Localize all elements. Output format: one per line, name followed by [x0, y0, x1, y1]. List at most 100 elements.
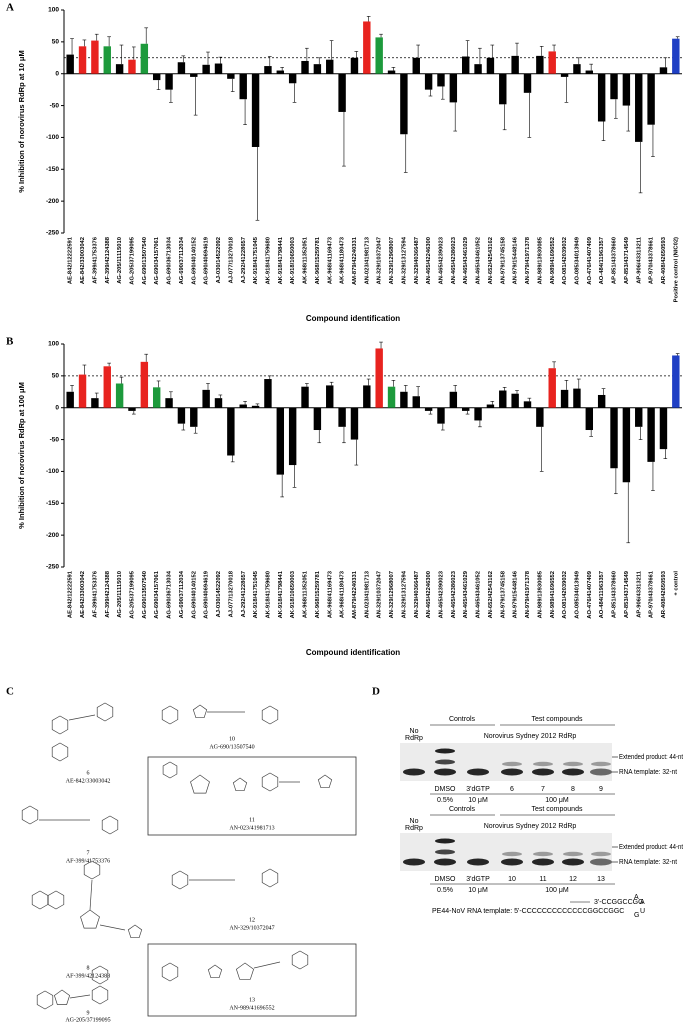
band	[563, 851, 583, 857]
header: Test compounds	[532, 806, 583, 813]
y-tick-label: -250	[46, 564, 59, 571]
lane-label: DMSO	[435, 786, 457, 793]
header: Test compounds	[532, 716, 583, 723]
box	[147, 756, 357, 836]
gel	[400, 743, 612, 781]
bar	[523, 401, 532, 408]
bar	[511, 55, 519, 74]
panel-c: C 6 AE-842/33003042 7 AF-399/41753376 8 …	[6, 686, 357, 1023]
x-tick-label: AG-690/13507540	[142, 237, 148, 285]
bar	[326, 59, 334, 74]
bar	[288, 407, 297, 466]
x-tick-label: AG-690/13507540	[142, 571, 148, 619]
bar	[264, 379, 272, 408]
bar	[276, 407, 285, 475]
bar	[375, 348, 383, 408]
y-axis-label: % Inhibition of norovirus RdRp at 10 μM	[17, 50, 26, 193]
bar	[128, 59, 136, 74]
annotation: Extended product: 44-nt	[619, 844, 683, 851]
lane-label: DMSO	[435, 876, 457, 883]
x-tick-label: AP-906/43313211	[636, 236, 642, 284]
x-tick-label: AO-081/42039032	[562, 237, 568, 285]
ring	[317, 774, 333, 789]
bar	[585, 70, 594, 74]
compound-number: 6	[87, 770, 90, 776]
x-tick-label: AP-853/43714549	[624, 236, 630, 284]
bar	[66, 54, 74, 74]
x-tick-label: AG-690/40140152	[191, 237, 197, 285]
y-tick-label: 0	[55, 404, 59, 411]
x-tick-label: AG-690/36713034	[167, 570, 173, 618]
bar	[659, 67, 668, 74]
panel-label: B	[6, 336, 14, 348]
concentration: 100 μM	[545, 797, 569, 804]
ring	[261, 772, 279, 792]
x-tick-label: AO-476/41407409	[587, 570, 593, 618]
y-tick-label: -100	[46, 134, 59, 141]
bar	[523, 73, 532, 93]
bar	[239, 404, 247, 408]
bar	[659, 407, 668, 450]
lane-header: No	[410, 818, 419, 825]
x-tick-label: AJ-292/41228657	[241, 571, 247, 617]
bar	[301, 386, 309, 408]
ring	[261, 705, 279, 725]
x-tick-label: AF-399/42124388	[105, 236, 111, 284]
band	[563, 761, 583, 767]
loop-base: G	[634, 912, 639, 919]
compound-id: AG-690/13507540	[209, 744, 254, 750]
x-tick-label: AN-989/41696552	[550, 571, 556, 618]
lane-header: Norovirus Sydney 2012 RdRp	[484, 733, 577, 740]
x-tick-label: AO-484/11963357	[599, 237, 605, 284]
x-tick-label: AF-399/42124388	[105, 570, 111, 618]
y-tick-label: 100	[48, 341, 59, 348]
sequence: 3'-CCGGCCGG	[594, 899, 644, 906]
band	[591, 761, 611, 767]
x-tick-label: AN-329/13127594	[401, 570, 407, 618]
x-tick-label: AP-851/43378660	[612, 237, 618, 284]
bar	[536, 55, 544, 74]
x-tick-label: AN-652/42543162	[488, 571, 494, 618]
bar	[536, 407, 544, 427]
x-tick-label: AN-989/13930085	[537, 236, 543, 284]
bar	[573, 388, 581, 408]
compound-number: 12	[249, 917, 255, 923]
x-tick-label: AG-690/40140152	[191, 571, 197, 619]
bar	[573, 64, 581, 74]
lane-label: 13	[597, 876, 605, 883]
bar	[474, 64, 482, 74]
compound-number: 7	[87, 850, 90, 856]
x-tick-label: AO-085/34013949	[574, 236, 580, 284]
x-tick-label: AN-465/43461052	[476, 571, 482, 618]
bar	[251, 73, 260, 147]
bar	[350, 57, 359, 74]
x-tick-label: AO-476/41407409	[587, 236, 593, 284]
bar	[313, 64, 322, 74]
header: Controls	[449, 716, 476, 723]
concentration: 10 μM	[468, 797, 488, 804]
bar	[461, 56, 470, 74]
lane-label: 8	[571, 786, 575, 793]
bar	[400, 73, 408, 135]
bar	[387, 70, 396, 74]
x-tick-label: AM-879/42240331	[352, 570, 358, 619]
bar	[363, 21, 371, 74]
x-tick-label: AN-979/13745158	[500, 236, 506, 284]
x-tick-label: AP-970/43378661	[649, 236, 655, 284]
ring	[51, 715, 69, 735]
band	[590, 858, 612, 866]
bar	[227, 73, 235, 79]
bar	[363, 385, 371, 408]
band	[434, 768, 456, 776]
compound-number: 8	[87, 965, 90, 971]
lane-label: 6	[510, 786, 514, 793]
x-tick-label: AN-979/41971378	[525, 236, 531, 284]
x-tick-label: AG-690/34157061	[154, 570, 160, 618]
bar	[190, 407, 198, 427]
lane-label: 10	[508, 876, 516, 883]
y-tick-label: 50	[52, 373, 60, 380]
bar	[91, 398, 99, 408]
bar	[461, 407, 470, 411]
bar	[449, 391, 458, 408]
ring	[91, 985, 109, 1005]
